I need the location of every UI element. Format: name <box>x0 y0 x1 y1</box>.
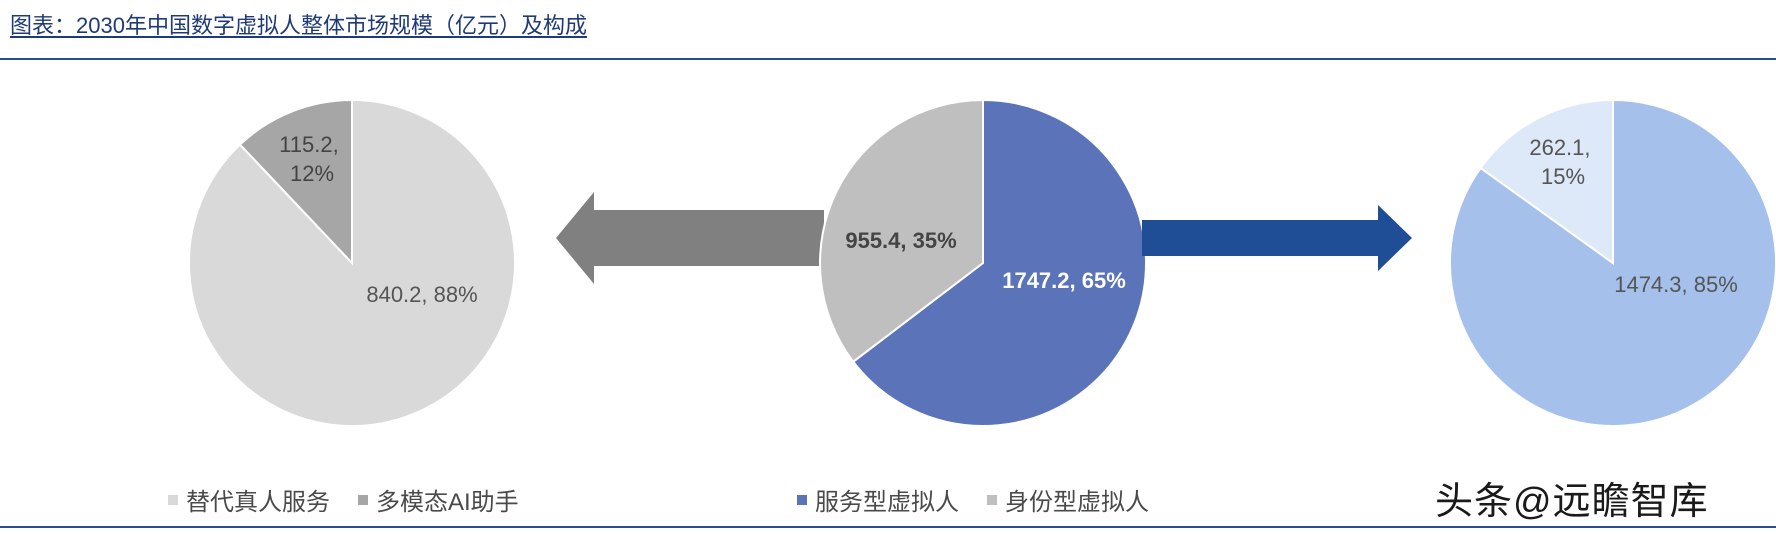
legend-swatch-replace-human <box>168 494 178 505</box>
legend-left: 替代真人服务 多模态AI助手 <box>168 482 547 517</box>
legend-label-service: 服务型虚拟人 <box>815 489 959 516</box>
left-pie-label-ai-assistant-line2: 12% <box>290 161 334 186</box>
center-pie-slice-service <box>851 98 1147 427</box>
left-pie-slice-ai-assistant <box>238 98 353 266</box>
watermark: 头条@远瞻智库 <box>1435 481 1709 523</box>
legend-item-identity: 身份型虚拟人 <box>987 482 1149 517</box>
legend-label-ai-assistant: 多模态AI助手 <box>376 489 519 516</box>
page-title: 图表：2030年中国数字虚拟人整体市场规模（亿元）及构成 <box>10 13 587 38</box>
right-pie-label-small-line2: 15% <box>1541 164 1585 189</box>
center-pie-label-identity: 955.4, 35% <box>845 228 956 253</box>
center-pie-label-service: 1747.2, 65% <box>1002 268 1126 293</box>
bottom-rule <box>0 526 1776 528</box>
left-pie-label-replace-human: 840.2, 88% <box>366 282 477 307</box>
left-pie-label-ai-assistant-line1: 115.2, <box>279 132 339 157</box>
left-arrow <box>556 192 824 284</box>
title-rule <box>0 58 1776 60</box>
legend-swatch-identity <box>987 494 997 505</box>
center-pie-slice-identity <box>819 98 984 364</box>
legend-swatch-ai-assistant <box>358 494 368 505</box>
right-pie-label-large: 1474.3, 85% <box>1614 272 1738 297</box>
right-pie-label-small: 262.1, 15% <box>1529 135 1596 189</box>
legend-label-identity: 身份型虚拟人 <box>1005 489 1149 516</box>
legend-center: 服务型虚拟人 身份型虚拟人 <box>797 482 1177 517</box>
right-pie-label-small-line1: 262.1, <box>1529 135 1590 160</box>
right-pie: 1474.3, 85% 262.1, 15% <box>1449 98 1776 427</box>
legend-item-replace-human: 替代真人服务 <box>168 482 330 517</box>
center-pie <box>819 98 1147 427</box>
legend-item-ai-assistant: 多模态AI助手 <box>358 482 519 517</box>
legend-label-replace-human: 替代真人服务 <box>186 489 330 516</box>
right-arrow <box>1142 205 1412 271</box>
legend-swatch-service <box>797 494 807 505</box>
left-pie: 840.2, 88% 115.2, 12% <box>188 98 516 427</box>
right-pie-slice-small <box>1479 98 1614 265</box>
left-pie-label-ai-assistant: 115.2, 12% <box>279 132 345 186</box>
legend-item-service: 服务型虚拟人 <box>797 482 959 517</box>
